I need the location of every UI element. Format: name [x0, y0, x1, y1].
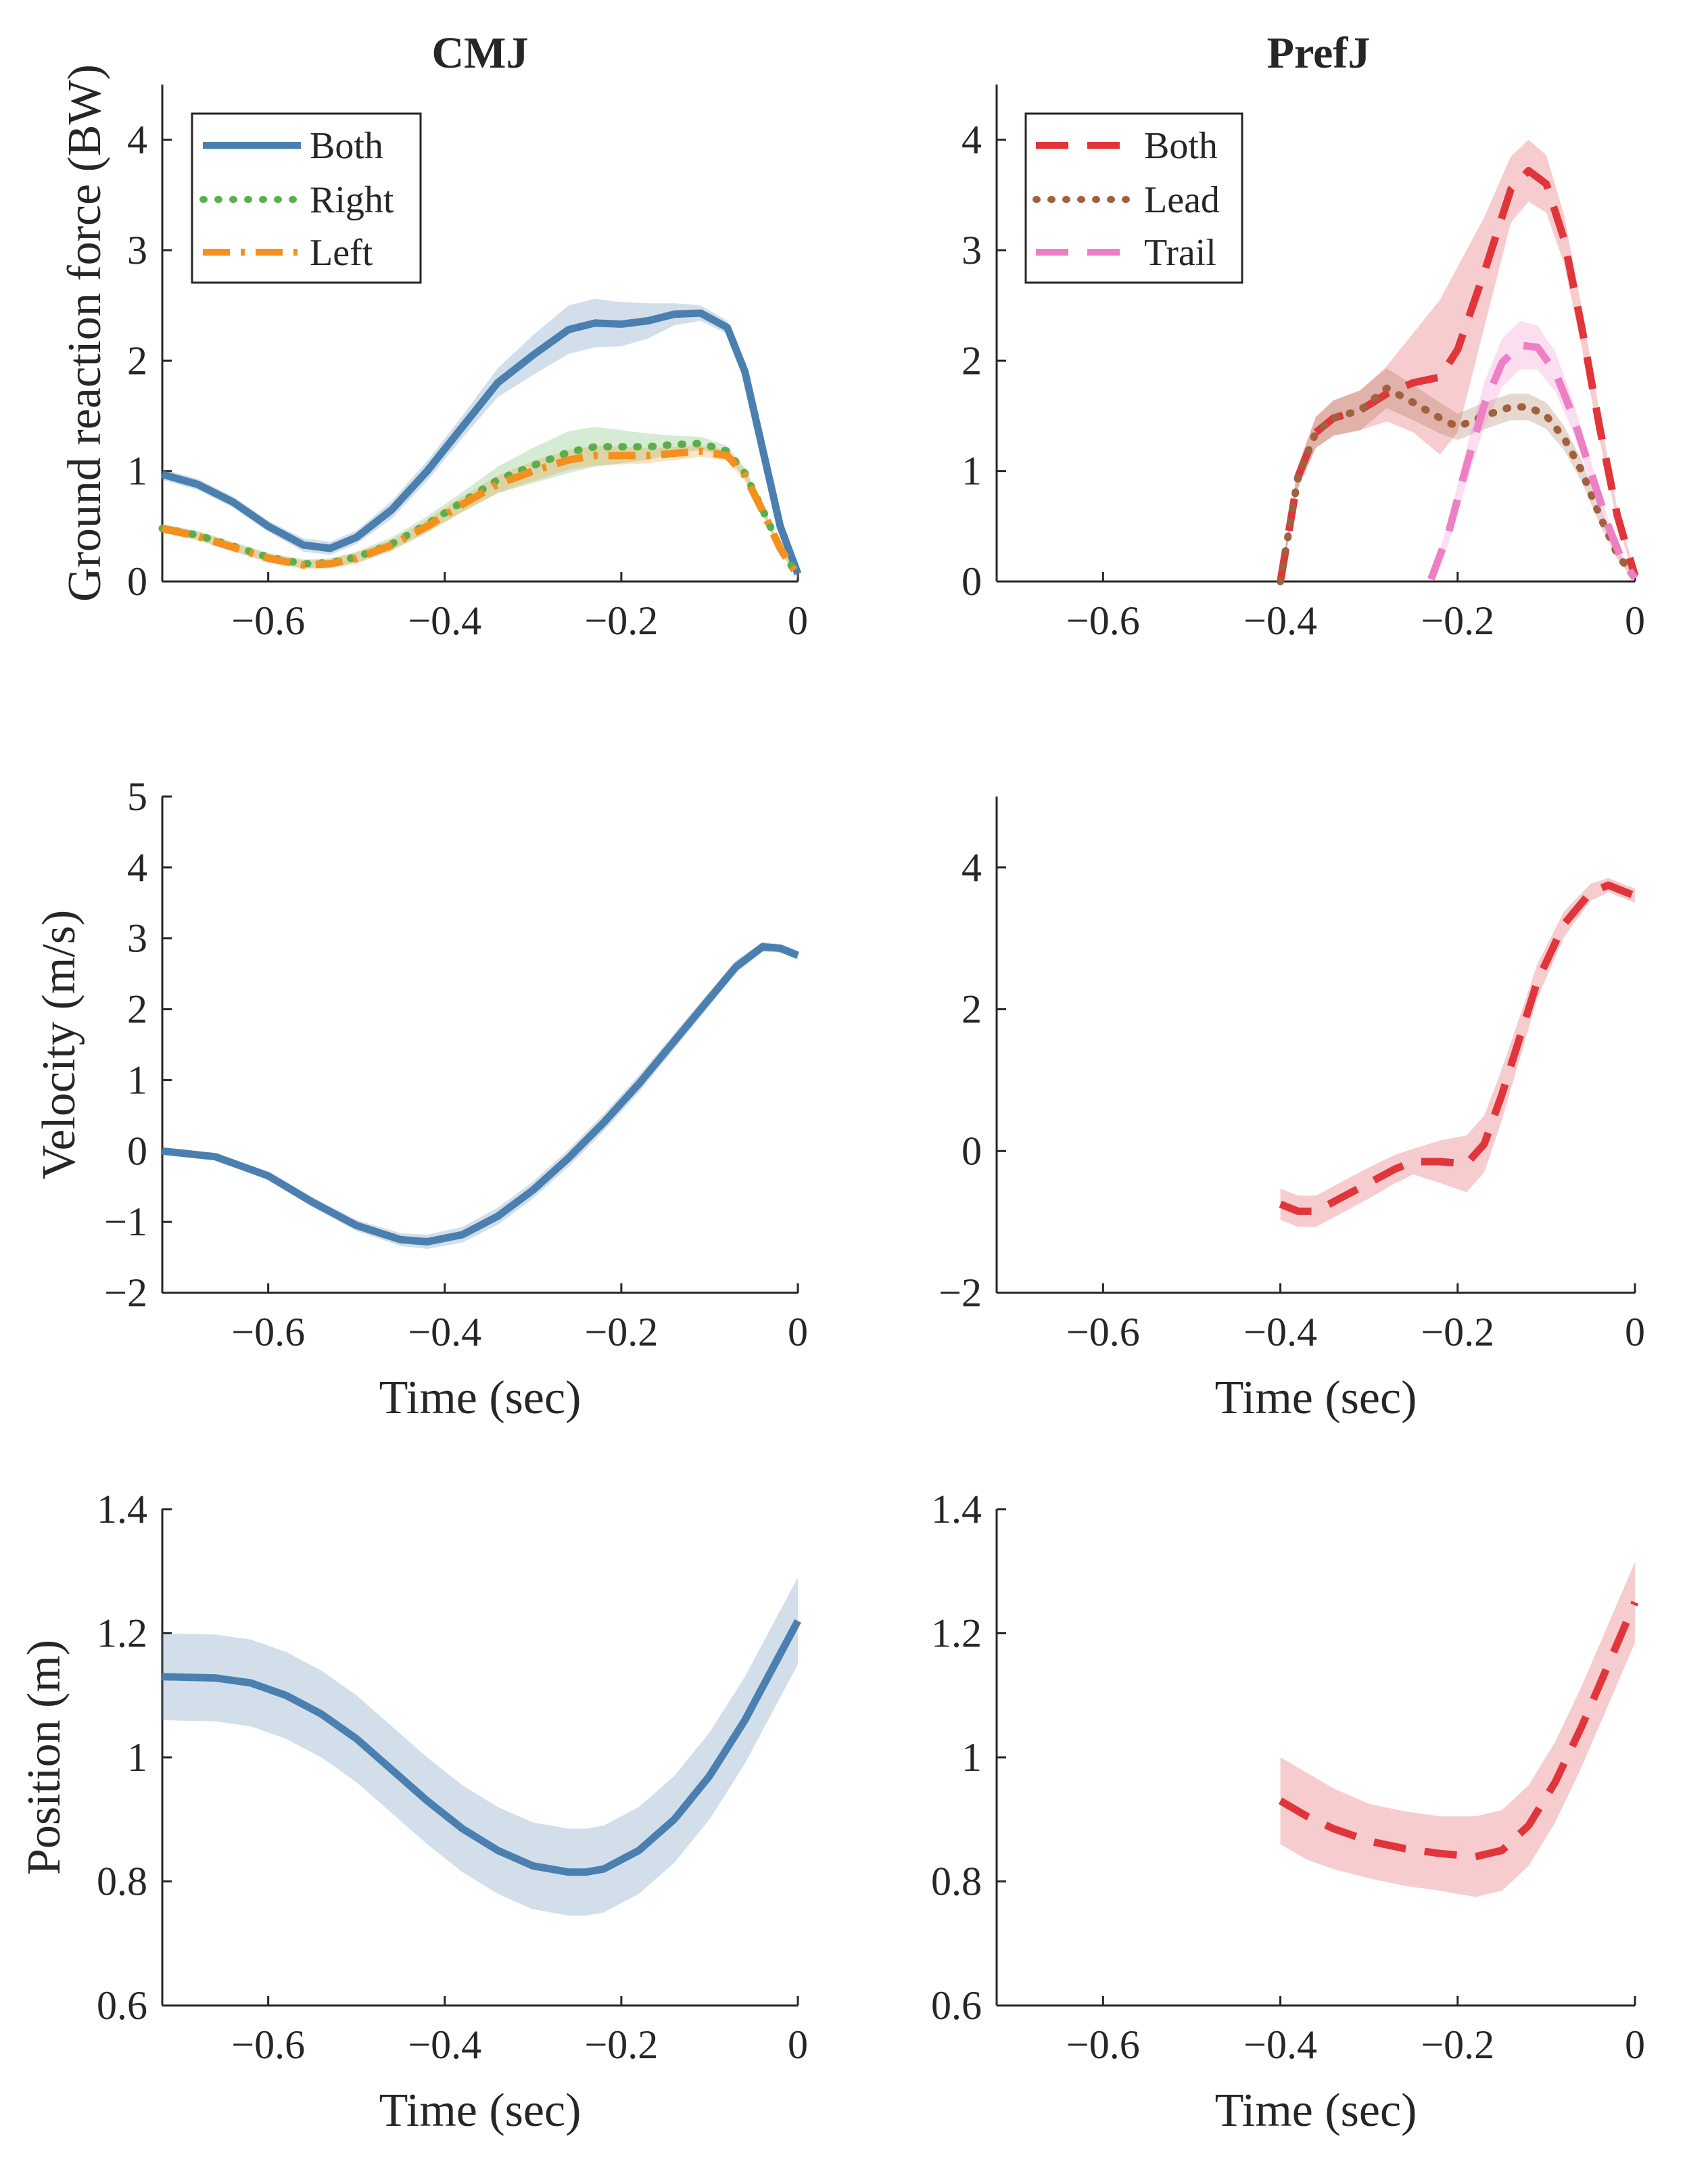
pref-vel-ytick-label: 4	[962, 845, 982, 890]
pref-grf-xtick-label: −0.4	[1243, 598, 1317, 643]
legend-cmj: Both Right Left	[191, 112, 422, 284]
cmj-pos-xtick-label: −0.4	[408, 2022, 481, 2067]
cmj-pos-line-both	[162, 1619, 801, 1876]
cmj-grf-ytick-label: 0	[127, 559, 147, 604]
legend-label-prefj-lead: Lead	[1144, 179, 1220, 221]
pref-vel-xtick-label: −0.4	[1243, 1310, 1317, 1354]
panel-cmj-position: −0.6 −0.4 −0.2 0 0.6 0.8 1 1.2 1.4 Time (sec) Posi…	[18, 1487, 808, 2137]
panel-prefj-grf: −0.6 −0.4 −0.2 0 0 1 2 3 4	[962, 85, 1645, 643]
cmj-vel-x-axis-label: Time (sec)	[379, 1372, 582, 1424]
cmj-vel-y-axis-label: Velocity (m/s)	[33, 910, 85, 1180]
cmj-vel-xtick-label: −0.6	[231, 1310, 305, 1354]
cmj-vel-ytick-label: 2	[127, 987, 147, 1032]
pref-grf-line-trail	[1427, 341, 1638, 581]
pref-pos-ytick-label: 1	[962, 1735, 982, 1780]
pref-vel-ytick-label: 0	[962, 1129, 982, 1173]
legend-label-cmj-left: Left	[310, 232, 373, 274]
cmj-pos-ytick-label: 0.6	[97, 1983, 147, 2028]
pref-grf-ytick-label: 3	[962, 228, 982, 272]
pref-vel-ytick-label: −2	[939, 1271, 982, 1315]
pref-grf-xtick-label: 0	[1625, 598, 1645, 643]
cmj-vel-ytick-label: 0	[127, 1129, 147, 1173]
cmj-grf-band-right	[162, 427, 798, 579]
panel-cmj-velocity: −0.6 −0.4 −0.2 0 −2 −1 0 1 2 3 4 5 Time (sec) Velocit…	[33, 774, 808, 1424]
cmj-grf-xtick-label: −0.6	[231, 598, 305, 643]
column-title-prefj: PrefJ	[1267, 28, 1371, 78]
cmj-grf-ytick-label: 4	[127, 118, 147, 162]
pref-pos-ytick-label: 1.2	[931, 1611, 982, 1656]
cmj-vel-xtick-label: −0.4	[408, 1310, 481, 1354]
pref-pos-xtick-label: −0.6	[1066, 2022, 1140, 2067]
legend-label-cmj-both: Both	[310, 125, 383, 167]
pref-grf-xtick-label: −0.6	[1066, 598, 1140, 643]
cmj-pos-xtick-label: −0.2	[584, 2022, 658, 2067]
pref-grf-line-lead	[1277, 384, 1639, 586]
pref-pos-xtick-label: −0.4	[1243, 2022, 1317, 2067]
pref-vel-xtick-label: 0	[1625, 1310, 1645, 1354]
cmj-vel-ytick-label: 5	[127, 774, 147, 819]
cmj-pos-ytick-label: 1.4	[97, 1487, 147, 1532]
pref-grf-ytick-label: 2	[962, 338, 982, 383]
cmj-vel-ytick-label: 3	[127, 916, 147, 961]
cmj-grf-line-both	[161, 309, 802, 575]
cmj-grf-y-axis-label: Ground reaction force (BW)	[59, 64, 111, 602]
pref-vel-line-both	[1279, 881, 1637, 1215]
pref-grf-ytick-label: 1	[962, 449, 982, 494]
cmj-pos-xtick-label: −0.6	[231, 2022, 305, 2067]
cmj-pos-ytick-label: 1.2	[97, 1611, 147, 1656]
legend-prefj: Both Lead Trail	[1024, 112, 1243, 284]
legend-label-cmj-right: Right	[310, 179, 394, 221]
panel-prefj-position: −0.6 −0.4 −0.2 0 0.6 0.8 1 1.2 1.4 Time (sec)	[931, 1487, 1645, 2137]
legend-label-prefj-trail: Trail	[1144, 232, 1216, 274]
cmj-vel-ytick-label: 1	[127, 1058, 147, 1102]
cmj-grf-ytick-label: 1	[127, 449, 147, 494]
panel-prefj-velocity: −0.6 −0.4 −0.2 0 −2 0 2 4 Time (sec)	[939, 797, 1645, 1424]
pref-grf-ytick-label: 0	[962, 559, 982, 604]
column-title-cmj: CMJ	[432, 28, 529, 78]
cmj-vel-xtick-label: 0	[788, 1310, 808, 1354]
pref-pos-ytick-label: 0.8	[931, 1859, 982, 1904]
cmj-pos-y-axis-label: Position (m)	[18, 1640, 70, 1875]
cmj-pos-x-axis-label: Time (sec)	[379, 2085, 582, 2137]
cmj-grf-xtick-label: 0	[788, 598, 808, 643]
pref-pos-xtick-label: 0	[1625, 2022, 1645, 2067]
pref-pos-ytick-label: 1.4	[931, 1487, 982, 1532]
cmj-pos-ytick-label: 1	[127, 1735, 147, 1780]
cmj-pos-xtick-label: 0	[788, 2022, 808, 2067]
panel-cmj-grf: −0.6 −0.4 −0.2 0 0 1 2 3 4 Ground reaction force …	[59, 64, 808, 643]
cmj-vel-xtick-label: −0.2	[584, 1310, 658, 1354]
cmj-vel-ytick-label: −1	[104, 1200, 147, 1244]
cmj-grf-ytick-label: 2	[127, 338, 147, 383]
pref-pos-band-both	[1280, 1562, 1635, 1897]
pref-grf-band-lead	[1280, 368, 1635, 585]
pref-vel-xtick-label: −0.2	[1421, 1310, 1494, 1354]
cmj-grf-xtick-label: −0.2	[584, 598, 658, 643]
cmj-vel-line-both	[162, 943, 800, 1245]
legend-label-prefj-both: Both	[1144, 125, 1218, 167]
pref-pos-line-both	[1278, 1600, 1639, 1861]
pref-grf-ytick-label: 4	[962, 118, 982, 162]
pref-pos-xtick-label: −0.2	[1421, 2022, 1494, 2067]
pref-pos-ytick-label: 0.6	[931, 1983, 982, 2028]
pref-grf-xtick-label: −0.2	[1421, 598, 1494, 643]
cmj-vel-ytick-label: −2	[104, 1271, 147, 1315]
pref-grf-line-both	[1277, 166, 1639, 582]
cmj-grf-line-left	[161, 447, 801, 578]
pref-vel-xtick-label: −0.6	[1066, 1310, 1140, 1354]
cmj-pos-band-both	[162, 1577, 798, 1916]
pref-vel-x-axis-label: Time (sec)	[1215, 1372, 1417, 1424]
cmj-grf-ytick-label: 3	[127, 228, 147, 272]
cmj-grf-xtick-label: −0.4	[408, 598, 481, 643]
cmj-vel-ytick-label: 4	[127, 845, 147, 890]
pref-vel-ytick-label: 2	[962, 987, 982, 1032]
pref-grf-band-both	[1280, 139, 1635, 585]
pref-pos-x-axis-label: Time (sec)	[1215, 2085, 1417, 2137]
cmj-pos-ytick-label: 0.8	[97, 1859, 147, 1904]
